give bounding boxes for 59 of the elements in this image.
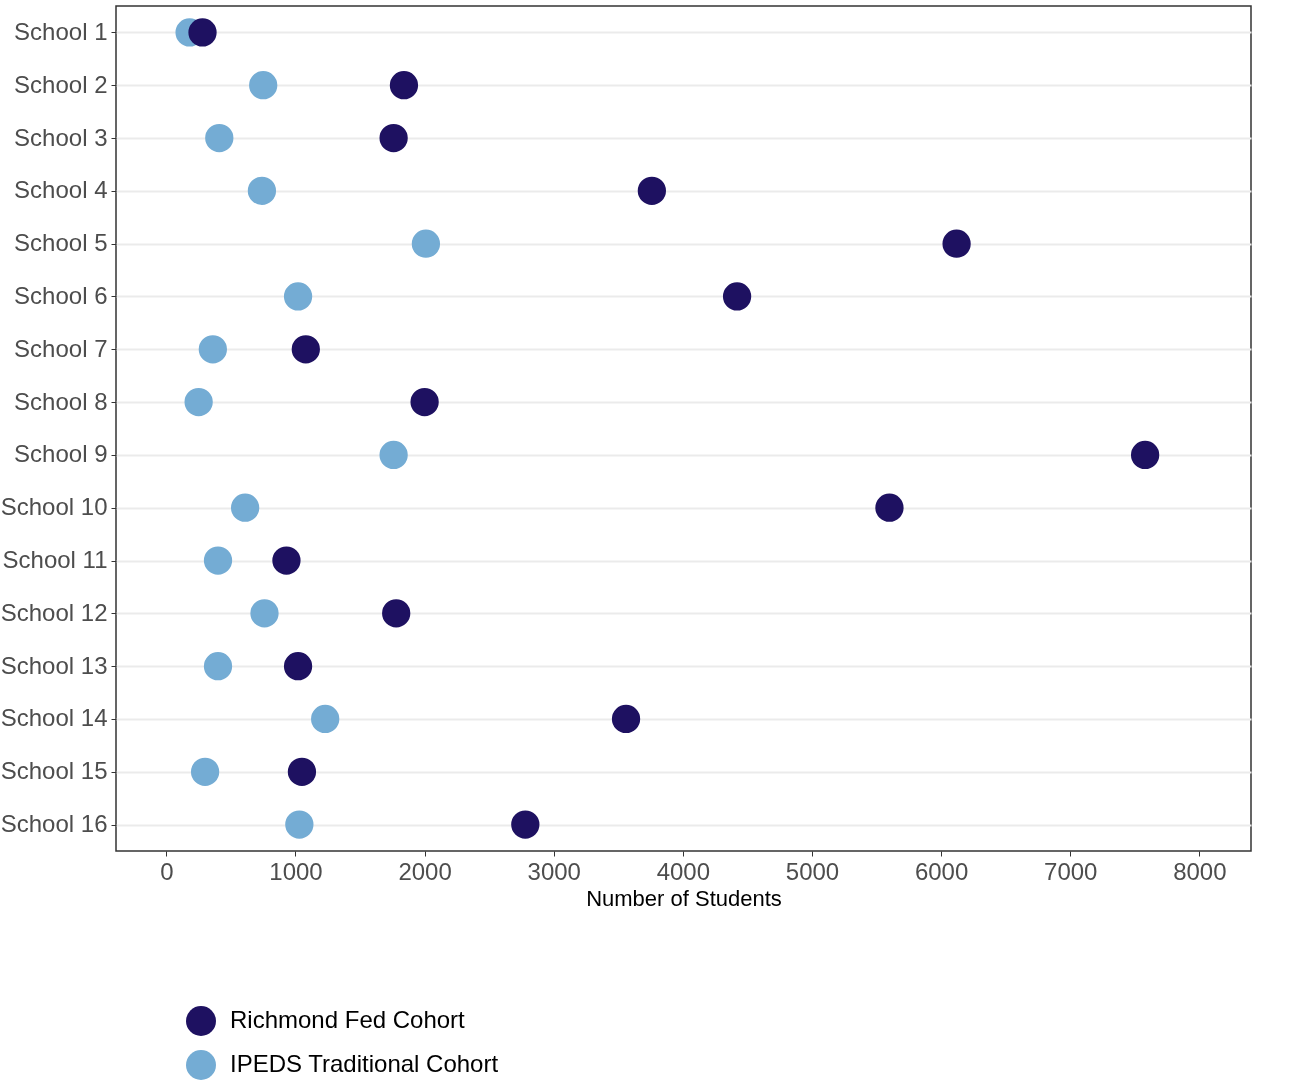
y-tick-label: School 16 [0, 810, 108, 838]
x-axis-title: Number of Students [586, 885, 782, 911]
y-tick-label: School 13 [0, 651, 108, 679]
point [203, 546, 233, 575]
point [188, 18, 217, 47]
x-tick-label: 3000 [527, 857, 581, 885]
x-tick-label: 7000 [1044, 857, 1098, 885]
x-tick-label: 0 [160, 857, 174, 885]
point [611, 704, 641, 734]
point [875, 493, 904, 522]
point [637, 176, 667, 205]
point [272, 546, 301, 575]
point [283, 652, 313, 681]
y-tick-label: School 14 [0, 704, 108, 732]
legend-label: Richmond Fed Cohort [230, 1006, 466, 1033]
y-tick-label: School 9 [14, 440, 108, 468]
x-tick-label: 4000 [656, 857, 711, 885]
y-tick-label: School 11 [2, 546, 108, 574]
point [283, 282, 313, 311]
point [203, 652, 233, 681]
point [511, 810, 540, 839]
point [1130, 440, 1160, 470]
point [287, 757, 317, 786]
point [184, 387, 213, 417]
point [230, 493, 260, 522]
y-tick-label: School 12 [0, 598, 108, 626]
x-tick-label: 6000 [914, 857, 969, 885]
point [722, 282, 752, 311]
x-tick-label: 8000 [1173, 857, 1227, 885]
point [291, 335, 320, 364]
y-tick-label: School 10 [0, 493, 108, 521]
point [205, 123, 234, 153]
y-tick-label: School 3 [14, 123, 108, 151]
point [379, 123, 408, 153]
point [311, 704, 340, 734]
x-tick-label: 1000 [269, 857, 323, 885]
y-tick-label: School 8 [14, 387, 108, 415]
point [411, 229, 441, 258]
point [379, 440, 408, 470]
x-tick-label: 5000 [785, 857, 840, 885]
point [190, 757, 220, 786]
y-tick-label: School 4 [14, 176, 108, 204]
point [198, 335, 227, 364]
legend-label: IPEDS Traditional Cohort [230, 1050, 499, 1077]
point [247, 176, 277, 205]
point [382, 599, 411, 628]
y-tick-label: School 7 [14, 334, 108, 362]
point [249, 71, 278, 100]
x-tick-label: 2000 [398, 857, 452, 885]
y-tick-label: School 6 [14, 281, 108, 309]
point [410, 387, 439, 417]
y-tick-label: School 5 [14, 229, 108, 257]
y-tick-label: School 1 [14, 17, 108, 45]
point [389, 71, 419, 100]
y-tick-label: School 15 [0, 757, 108, 785]
point [942, 229, 971, 258]
y-tick-label: School 2 [14, 70, 108, 98]
point [250, 599, 279, 628]
point [285, 810, 314, 839]
